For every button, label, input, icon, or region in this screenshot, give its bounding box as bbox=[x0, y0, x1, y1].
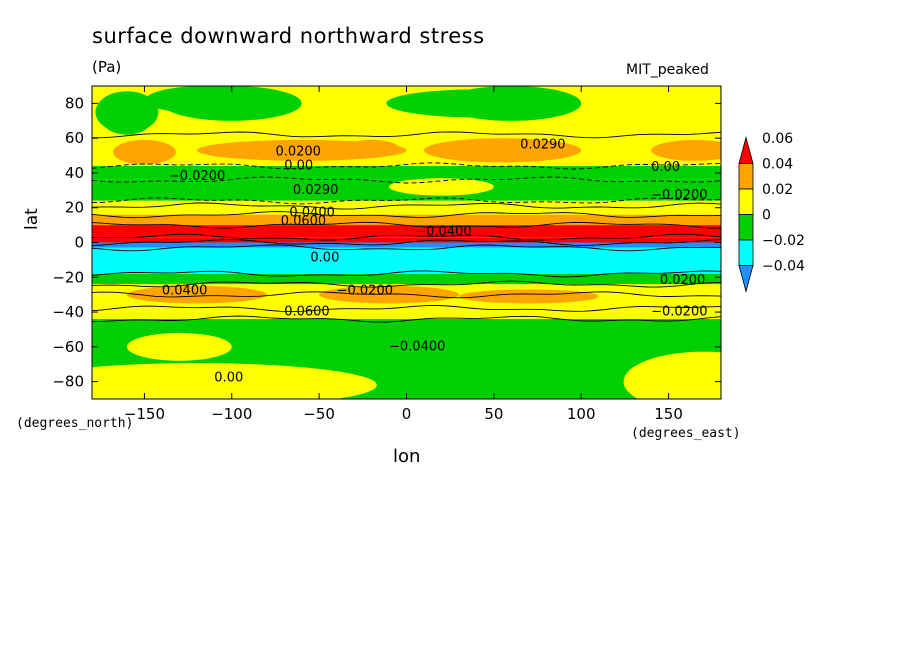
x-axis-units: (degrees_east) bbox=[631, 426, 741, 441]
contour-line bbox=[92, 221, 721, 229]
contour-line bbox=[92, 197, 721, 205]
data-region bbox=[92, 363, 377, 399]
contour-line bbox=[92, 315, 721, 323]
contour-line bbox=[92, 280, 721, 288]
colorbar-swatch bbox=[738, 239, 754, 266]
contour-label: 0.0290 bbox=[293, 183, 339, 198]
y-axis-units: (degrees_north) bbox=[16, 416, 134, 431]
data-band bbox=[92, 225, 721, 238]
data-region bbox=[458, 289, 599, 304]
contour-label: 0.0200 bbox=[660, 273, 706, 288]
contour-line bbox=[92, 211, 721, 219]
colorbar-label: −0.02 bbox=[762, 233, 805, 249]
contour-label: −0.0200 bbox=[169, 169, 225, 184]
colorbar-label: 0.04 bbox=[762, 157, 793, 173]
data-band bbox=[92, 237, 721, 243]
y-tick-label: −20 bbox=[52, 268, 84, 286]
data-band bbox=[92, 308, 721, 320]
colorbar-label: 0 bbox=[762, 208, 771, 224]
y-tick-label: 80 bbox=[65, 94, 84, 112]
contour-line bbox=[92, 270, 721, 278]
data-region bbox=[389, 178, 494, 196]
contour-label: −0.0400 bbox=[389, 339, 445, 354]
data-region bbox=[100, 99, 154, 135]
data-region bbox=[343, 139, 400, 158]
colorbar-swatch bbox=[738, 214, 754, 241]
colorbar-label: 0.06 bbox=[762, 131, 793, 147]
contour-label: 0.0200 bbox=[275, 145, 321, 160]
contour-line bbox=[92, 305, 721, 313]
contour-label: 0.0290 bbox=[520, 138, 566, 153]
x-tick-label: 0 bbox=[402, 405, 412, 423]
x-tick-label: 150 bbox=[654, 405, 683, 423]
contour-label: 0.00 bbox=[284, 158, 313, 173]
data-region bbox=[423, 138, 582, 163]
y-tick-label: −80 bbox=[52, 373, 84, 391]
contour-label: −0.0200 bbox=[337, 284, 393, 299]
y-tick-label: 60 bbox=[65, 129, 84, 147]
contour-line bbox=[92, 162, 721, 170]
contour-label: 0.00 bbox=[651, 160, 680, 175]
y-tick-label: 0 bbox=[74, 234, 84, 252]
data-band bbox=[92, 242, 721, 248]
y-tick-label: 40 bbox=[65, 164, 84, 182]
data-band bbox=[92, 247, 721, 274]
data-band bbox=[92, 214, 721, 226]
contour-line bbox=[92, 233, 721, 241]
data-region bbox=[319, 285, 459, 304]
contour-label: −0.0200 bbox=[651, 188, 707, 203]
data-band bbox=[92, 200, 721, 206]
contour-label: 0.0600 bbox=[284, 305, 330, 320]
contour-label: −0.0200 bbox=[651, 305, 707, 320]
data-band bbox=[92, 165, 721, 180]
x-axis-label: lon bbox=[393, 446, 421, 467]
contour-line bbox=[92, 202, 721, 210]
y-tick-label: −40 bbox=[52, 303, 84, 321]
data-band bbox=[92, 205, 721, 215]
data-region bbox=[623, 351, 721, 399]
contour-label: −0.0400 bbox=[415, 225, 471, 240]
contour-line bbox=[92, 291, 721, 299]
data-region bbox=[126, 285, 267, 304]
colorbar-swatch bbox=[738, 163, 754, 190]
contour-label: 0.00 bbox=[214, 371, 243, 386]
colorbar-label: 0.02 bbox=[762, 182, 793, 198]
contour-line bbox=[92, 244, 721, 252]
contour-label: 0.0600 bbox=[281, 214, 327, 229]
x-tick-label: −100 bbox=[211, 405, 252, 423]
data-region bbox=[126, 332, 232, 361]
colorbar-swatch bbox=[738, 188, 754, 215]
y-tick-label: −60 bbox=[52, 338, 84, 356]
colorbar-label: −0.04 bbox=[762, 259, 805, 275]
x-tick-label: 100 bbox=[567, 405, 596, 423]
model-name: MIT_peaked bbox=[626, 62, 709, 78]
data-band bbox=[92, 134, 721, 166]
x-tick-label: −150 bbox=[124, 405, 165, 423]
data-band bbox=[92, 273, 721, 285]
x-tick-label: 50 bbox=[484, 405, 503, 423]
contour-line bbox=[92, 131, 721, 139]
data-region bbox=[651, 139, 721, 161]
contour-label: 0.0400 bbox=[162, 284, 208, 299]
data-region bbox=[112, 139, 176, 165]
data-region bbox=[145, 86, 266, 114]
chart-title: surface downward northward stress bbox=[92, 24, 485, 48]
contour-line bbox=[92, 176, 721, 184]
contour-line bbox=[92, 239, 721, 246]
colorbar-swatch bbox=[738, 265, 754, 294]
contour-label: 0.0400 bbox=[289, 205, 335, 220]
contour-label: 0.00 bbox=[310, 251, 339, 266]
chart-units: (Pa) bbox=[92, 58, 122, 76]
colorbar-swatch bbox=[738, 135, 754, 164]
y-tick-label: 20 bbox=[65, 199, 84, 217]
data-region bbox=[386, 89, 567, 118]
x-tick-label: −50 bbox=[303, 405, 335, 423]
